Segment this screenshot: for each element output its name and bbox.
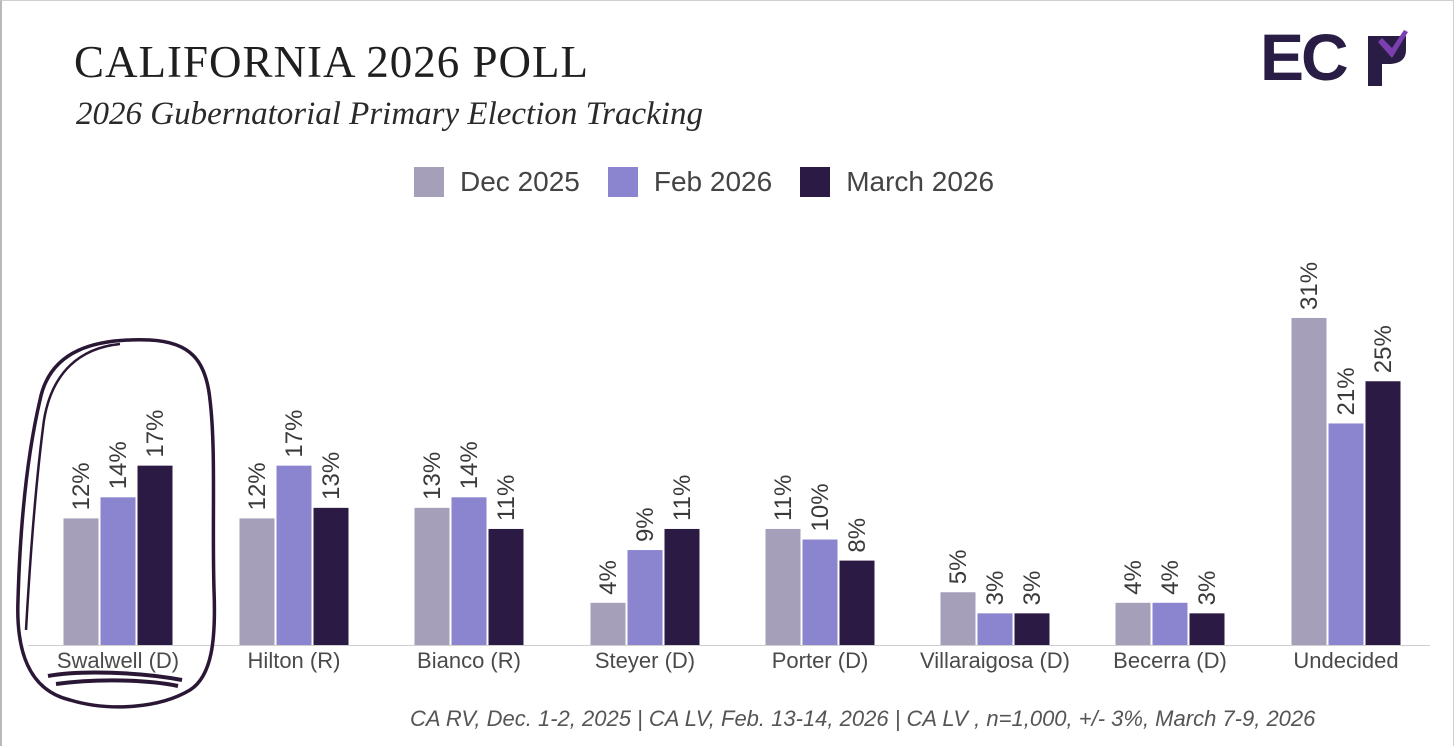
legend-swatch [607, 167, 638, 197]
bar [1365, 381, 1401, 645]
data-label: 3% [982, 571, 1009, 606]
data-label: 8% [844, 518, 871, 553]
category-label: Hilton (R) [248, 648, 341, 673]
data-label: 13% [419, 452, 446, 500]
bar [590, 602, 626, 645]
data-label: 14% [456, 441, 483, 489]
ecp-logo: EC [1260, 22, 1410, 92]
bar [940, 592, 976, 645]
logo-text: EC [1260, 20, 1349, 94]
category-label: Becerra (D) [1113, 648, 1227, 673]
chart-subtitle: 2026 Gubernatorial Primary Election Trac… [76, 96, 703, 132]
bar [276, 465, 312, 645]
data-label: 13% [318, 452, 345, 500]
chart-legend: Dec 2025 Feb 2026 March 2026 [414, 166, 1022, 198]
bar [1152, 602, 1188, 645]
bar [1014, 613, 1050, 645]
data-label: 21% [1333, 367, 1360, 415]
data-label: 4% [595, 560, 622, 595]
chart-footnote: CA RV, Dec. 1-2, 2025 | CA LV, Feb. 13-1… [410, 706, 1316, 731]
bar [1328, 423, 1364, 645]
bar [977, 613, 1013, 645]
data-label: 17% [281, 410, 308, 458]
data-label: 31% [1296, 262, 1323, 310]
bar [765, 528, 801, 645]
bar [137, 465, 173, 645]
legend-swatch [800, 167, 831, 197]
bar [664, 528, 700, 645]
data-label: 17% [142, 410, 169, 458]
legend-item-march-2026: March 2026 [800, 166, 994, 198]
bar [63, 518, 99, 645]
category-label: Swalwell (D) [57, 648, 179, 673]
data-label: 14% [105, 441, 132, 489]
category-label: Villaraigosa (D) [920, 648, 1070, 673]
category-label: Undecided [1293, 648, 1398, 673]
legend-swatch [414, 167, 444, 197]
bar [488, 528, 524, 645]
category-label: Steyer (D) [595, 648, 695, 673]
data-label: 11% [770, 475, 797, 521]
bar [414, 507, 450, 645]
bar [1291, 317, 1327, 645]
check-arrow-icon [1368, 30, 1408, 86]
legend-item-feb-2026: Feb 2026 [607, 166, 773, 198]
bar [239, 518, 275, 645]
data-label: 12% [244, 462, 271, 510]
legend-label: March 2026 [846, 166, 995, 197]
bar [100, 497, 136, 645]
bar [1115, 602, 1151, 645]
category-label: Porter (D) [772, 648, 869, 673]
bar [1189, 613, 1225, 645]
data-label: 25% [1370, 325, 1397, 373]
bar [802, 539, 838, 645]
legend-label: Dec 2025 [460, 166, 580, 197]
data-label: 11% [669, 475, 696, 521]
legend-label: Feb 2026 [653, 166, 773, 197]
data-label: 4% [1120, 560, 1147, 595]
category-label: Bianco (R) [417, 648, 521, 673]
data-label: 11% [493, 475, 520, 521]
chart-title: CALIFORNIA 2026 POLL [74, 37, 590, 87]
data-label: 9% [632, 507, 659, 542]
data-label: 5% [945, 550, 972, 585]
bar [627, 550, 663, 645]
legend-item-dec-2025: Dec 2025 [414, 166, 580, 198]
data-label: 10% [807, 483, 834, 531]
bar [313, 507, 349, 645]
data-label: 3% [1194, 571, 1221, 606]
bar [839, 560, 875, 645]
data-label: 3% [1019, 571, 1046, 606]
bar [451, 497, 487, 645]
data-label: 12% [68, 462, 95, 510]
data-label: 4% [1157, 560, 1184, 595]
